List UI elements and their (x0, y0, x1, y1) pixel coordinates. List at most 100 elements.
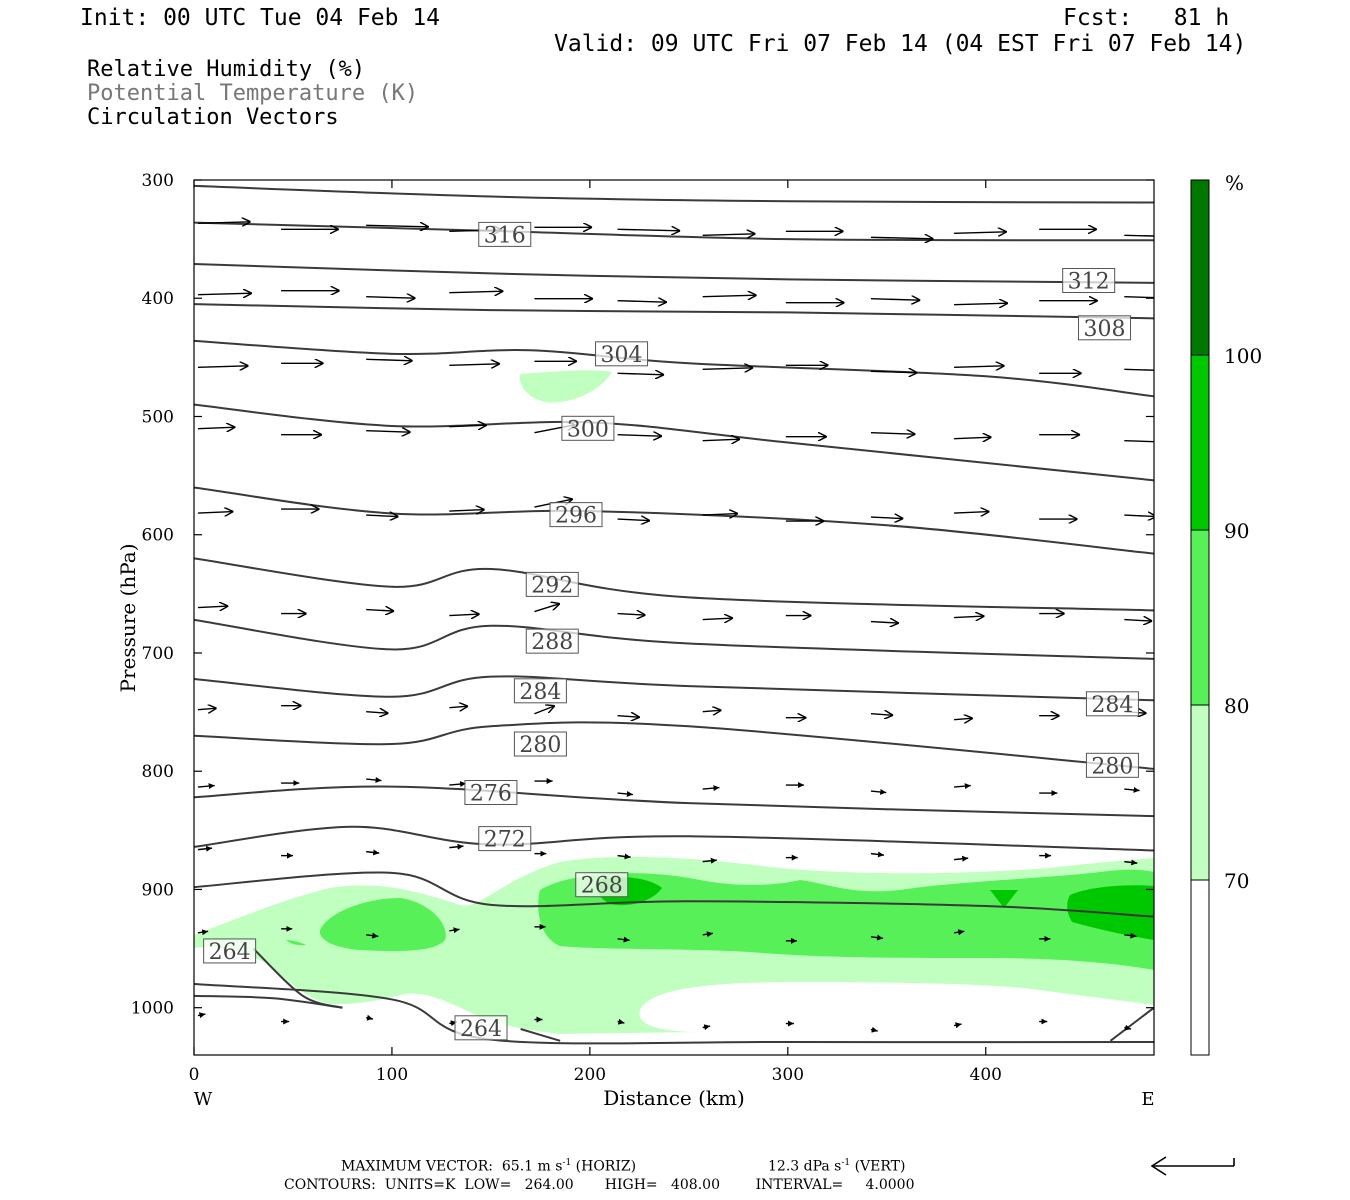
circulation-vector (197, 783, 215, 790)
contour-label-box (1062, 268, 1116, 294)
colorbar-label: 90 (1224, 519, 1249, 543)
contour-label-box (203, 938, 257, 964)
contour-label-box (1078, 315, 1132, 341)
contour-label: 268 (581, 874, 623, 899)
y-tick-label: 500 (142, 407, 174, 427)
circulation-vector (617, 301, 667, 303)
circulation-vector (449, 364, 500, 366)
contour-label-box (1085, 691, 1139, 717)
colorbar-band (1191, 355, 1209, 530)
x-tick-label: 100 (376, 1065, 408, 1085)
rh-90-speck (990, 890, 1018, 908)
circulation-vector (366, 849, 380, 856)
circulation-vector (366, 610, 394, 612)
circulation-vector (617, 936, 630, 943)
circulation-vector (953, 1022, 962, 1029)
colorbar-label: 70 (1224, 869, 1249, 893)
circulation-vector (1124, 515, 1154, 517)
circulation-vector (870, 237, 934, 239)
circulation-vectors (197, 222, 1154, 1033)
contour-label: 280 (1091, 754, 1133, 779)
max-vert-text: 12.3 dPa s (768, 1158, 842, 1175)
circulation-vector (366, 776, 382, 783)
circulation-vector (702, 710, 722, 712)
circulation-vector (197, 293, 252, 295)
field-relative-humidity: Relative Humidity (%) (87, 57, 366, 82)
horiz-unit-exponent: -1 (562, 1158, 572, 1168)
circulation-vector (617, 1018, 625, 1025)
circulation-vector (617, 853, 631, 860)
plot-frame (193, 179, 1155, 1056)
horiz-label: (HORIZ) (575, 1158, 637, 1175)
contour-label: 312 (1068, 270, 1110, 295)
contour-label-box (454, 1015, 508, 1041)
circulation-vector (449, 614, 479, 616)
colorbar-frame (1190, 179, 1210, 1056)
colorbar-band (1191, 180, 1209, 355)
east-label: E (1141, 1089, 1154, 1110)
circulation-vector (702, 368, 754, 370)
circulation-vector (449, 425, 486, 427)
theta-contour (194, 785, 1154, 818)
circulation-vector (449, 291, 503, 293)
circulation-vector (954, 718, 973, 720)
contour-label: 284 (1091, 693, 1133, 718)
circulation-vector (1124, 932, 1137, 939)
circulation-vector (197, 1012, 206, 1019)
contour-label-box (513, 731, 567, 757)
colorbar-band (1191, 705, 1209, 880)
contour-label: 276 (470, 782, 512, 807)
circulation-vector (1124, 295, 1154, 299)
circulation-vector (449, 510, 484, 512)
colorbar: 70 80 90 100 (1190, 179, 1262, 1056)
circulation-vector (702, 857, 717, 864)
vert-unit-exponent: -1 (841, 1158, 851, 1168)
circulation-vector (1124, 439, 1154, 443)
circulation-vector (534, 604, 560, 613)
contour-label: 292 (531, 573, 573, 598)
circulation-vector (366, 297, 415, 299)
contour-label: 316 (484, 223, 526, 248)
circulation-vector (197, 366, 249, 368)
circulation-vector (617, 519, 650, 521)
theta-contour-labels: 316 312 308 304 300 296 292 288 284 284 280 280 276 2… (203, 221, 1139, 1042)
circulation-vector (954, 616, 984, 618)
contour-label-box (595, 341, 649, 367)
contour-label: 264 (209, 940, 251, 965)
contour-label-box (478, 221, 532, 247)
field-circulation-vectors: Circulation Vectors (87, 105, 339, 130)
field-potential-temperature: Potential Temperature (K) (87, 81, 419, 106)
colorbar-label: 100 (1224, 344, 1262, 368)
circulation-vector (617, 614, 646, 616)
y-axis-title: Pressure (hPa) (116, 544, 140, 693)
circulation-vector (617, 716, 640, 718)
circulation-vector (197, 606, 228, 608)
theta-contour (194, 221, 1154, 242)
circulation-vector (366, 712, 388, 714)
theta-contour (194, 303, 1154, 320)
theta-contour (194, 486, 1154, 555)
max-vector-horiz: MAXIMUM VECTOR: 65.1 m s-1 (HORIZ) (341, 1159, 636, 1174)
x-tick-label: 200 (574, 1065, 606, 1085)
colorbar-band (1191, 530, 1209, 705)
circulation-vector (1124, 859, 1138, 866)
contour-label: 284 (519, 680, 561, 705)
theta-contour (252, 947, 343, 1009)
theta-contour (194, 675, 1154, 702)
circulation-vector (870, 517, 903, 519)
colorbar-label: 80 (1224, 694, 1249, 718)
y-tick-label: 300 (142, 171, 174, 191)
circulation-vector (702, 931, 714, 938)
circulation-vector (366, 431, 410, 433)
circulation-vector (449, 706, 468, 708)
contour-label: 288 (531, 630, 573, 655)
y-tick-label: 800 (142, 762, 174, 782)
circulation-vector (954, 232, 1007, 234)
theta-contour (194, 618, 1154, 660)
contour-label: 304 (601, 343, 643, 368)
rh-80-west (319, 898, 446, 951)
max-vector-text: MAXIMUM VECTOR: 65.1 m s (341, 1158, 563, 1175)
circulation-vector (954, 783, 971, 790)
circulation-vector (702, 439, 740, 441)
